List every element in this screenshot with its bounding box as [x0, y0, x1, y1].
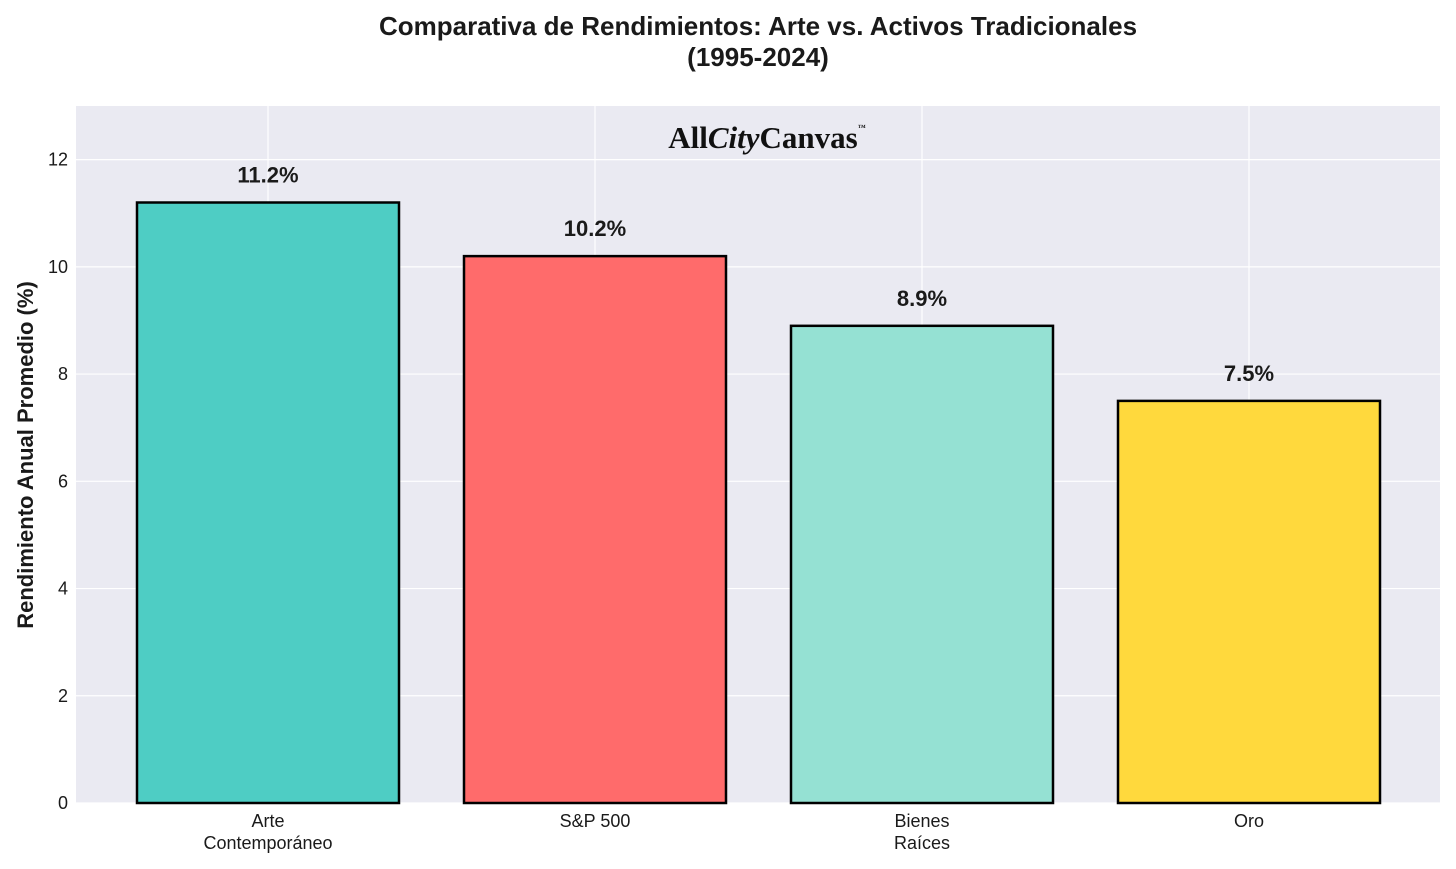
value-label-3: 7.5%	[1224, 361, 1274, 386]
bar-1	[462, 254, 728, 805]
value-label-1: 10.2%	[564, 216, 626, 241]
value-label-2: 8.9%	[897, 286, 947, 311]
y-tick-label-1: 2	[58, 686, 68, 706]
x-tick-label-0: Arte Contemporáneo	[203, 811, 332, 853]
y-tick-label-3: 6	[58, 471, 68, 491]
watermark-mark: ™	[858, 123, 866, 132]
y-tick-label-5: 10	[48, 257, 68, 277]
x-tick-label-1: S&P 500	[560, 811, 631, 831]
watermark-part-3: Canvas	[760, 120, 858, 155]
bars	[135, 201, 1382, 805]
chart-title: Comparativa de Rendimientos: Arte vs. Ac…	[379, 11, 1137, 41]
chart-subtitle: (1995-2024)	[687, 42, 829, 72]
bar-3	[1116, 399, 1382, 805]
y-tick-label-0: 0	[58, 793, 68, 813]
x-tick-label-3: Oro	[1234, 811, 1264, 831]
bar-0	[135, 201, 401, 805]
y-tick-label-4: 8	[58, 364, 68, 384]
y-axis-label: Rendimiento Anual Promedio (%)	[13, 281, 38, 629]
watermark-logo: AllCityCanvas™	[668, 120, 866, 155]
y-axis-ticks: 0 2 4 6 8 10 12	[48, 150, 68, 813]
y-tick-label-6: 12	[48, 150, 68, 170]
value-labels: 11.2% 10.2% 8.9% 7.5%	[237, 163, 1274, 386]
value-label-0: 11.2%	[237, 163, 298, 188]
x-tick-label-2: Bienes Raíces	[894, 811, 950, 853]
bar-2	[789, 324, 1055, 805]
x-axis-ticks: Arte Contemporáneo S&P 500 Bienes Raíces Oro	[203, 811, 1264, 853]
watermark-part-2: City	[708, 120, 760, 155]
y-tick-label-2: 4	[58, 579, 68, 599]
watermark-part-1: All	[668, 120, 708, 155]
